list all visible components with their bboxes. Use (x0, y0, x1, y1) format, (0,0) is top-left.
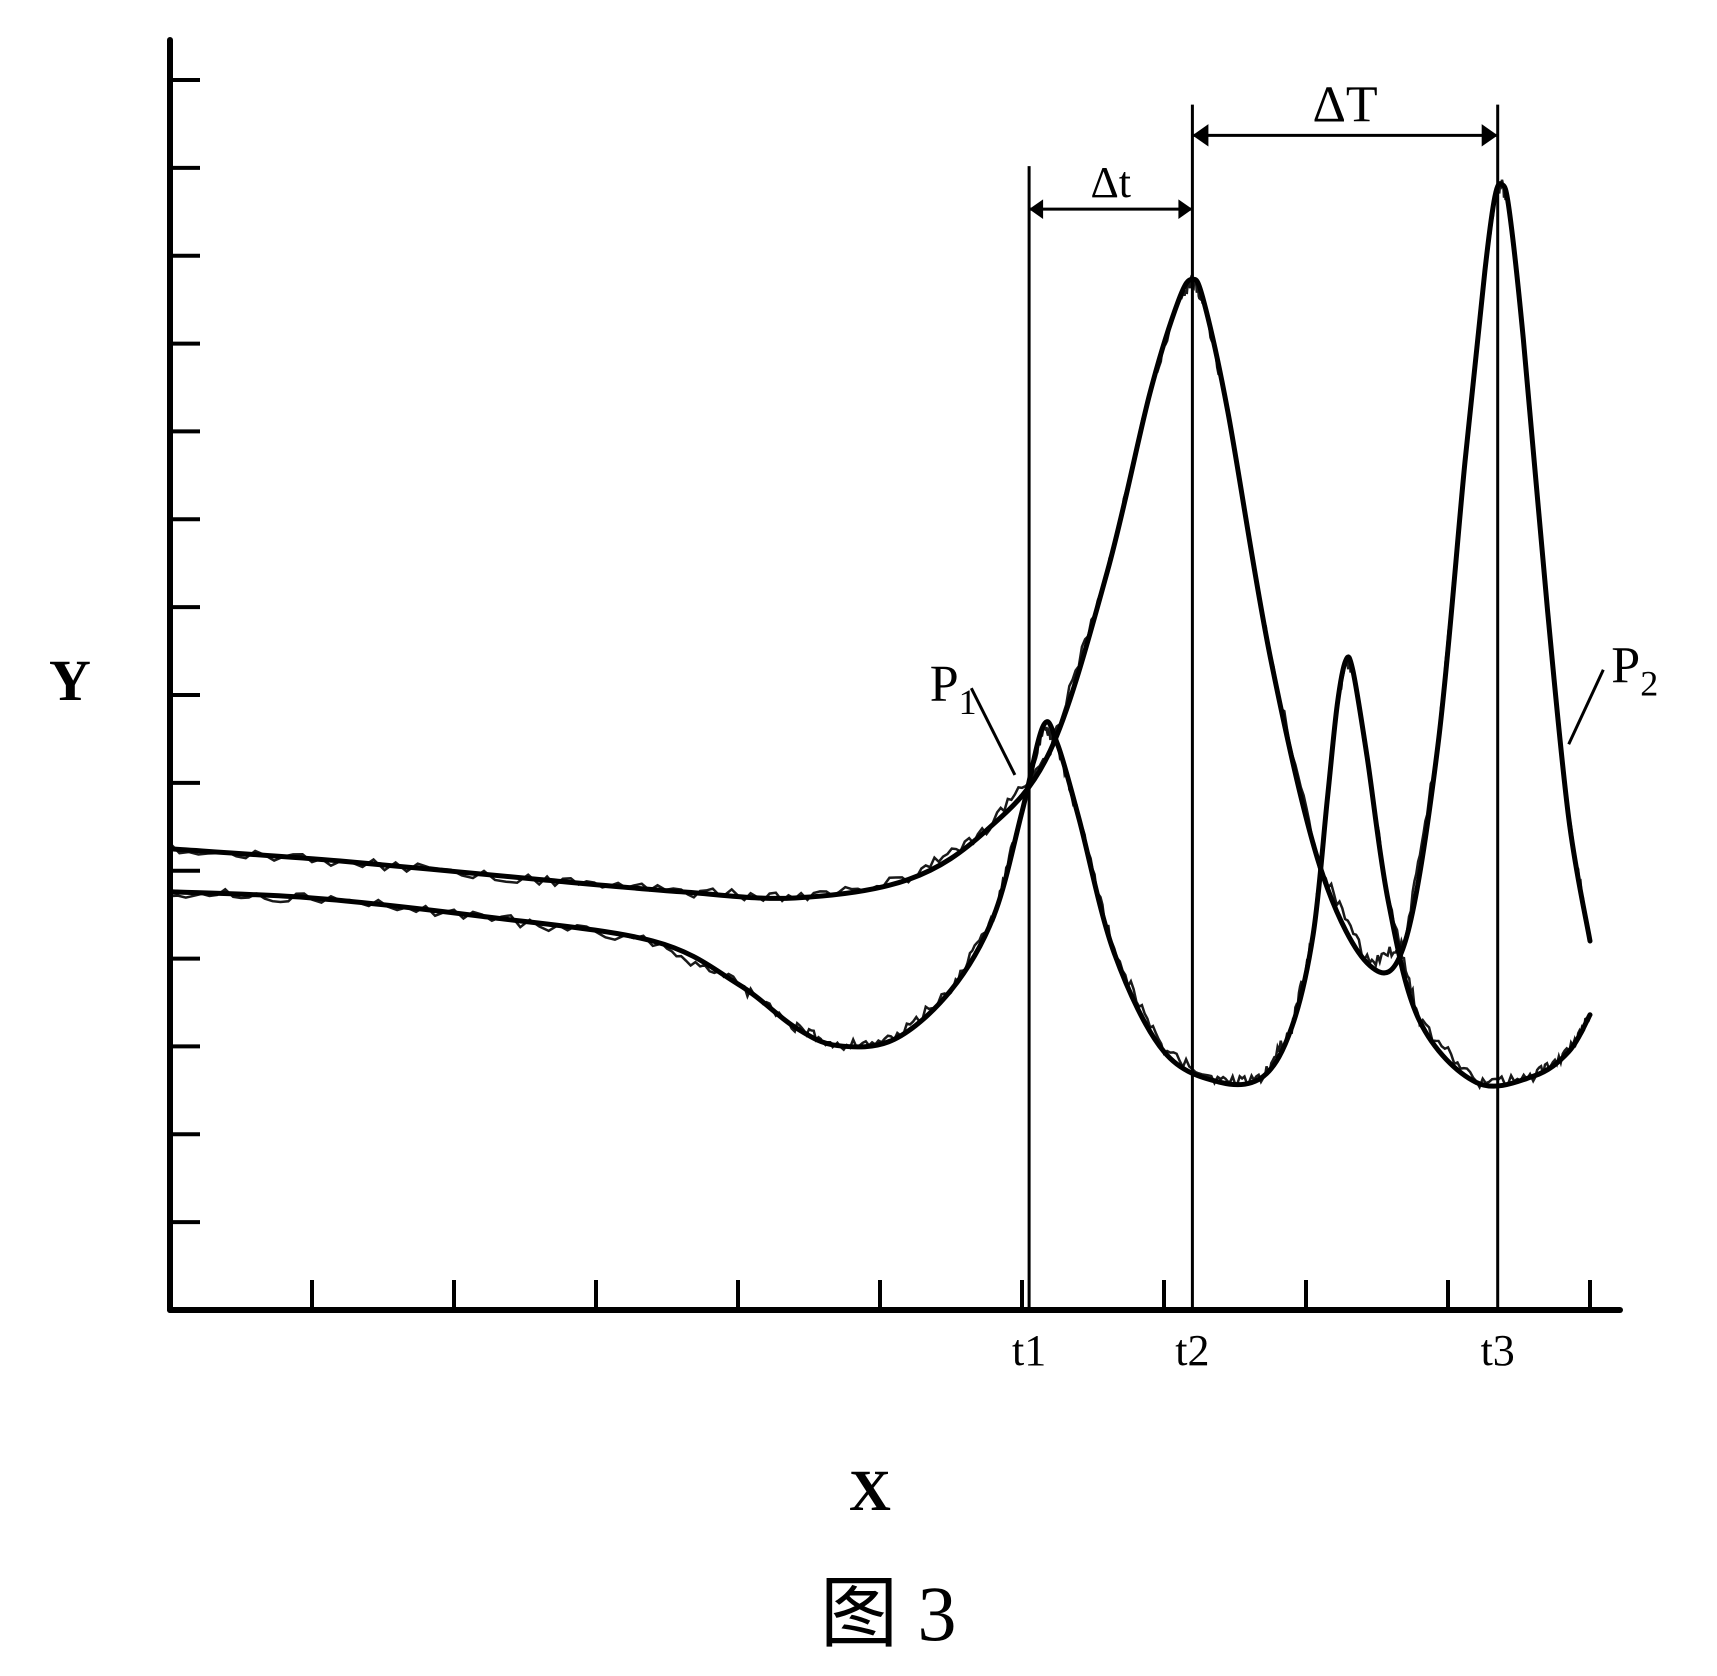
chart-svg: t1t2t3ΔtΔTP1P2XY图 3 (0, 0, 1717, 1676)
vline-label-t2: t2 (1175, 1326, 1209, 1375)
vline-label-t3: t3 (1481, 1326, 1515, 1375)
background (0, 0, 1717, 1676)
chart-container: t1t2t3ΔtΔTP1P2XY图 3 (0, 0, 1717, 1676)
x-axis-label: X (849, 1458, 891, 1523)
delta-T-label: ΔT (1312, 76, 1377, 133)
y-axis-label: Y (49, 648, 91, 713)
delta-t-label: Δt (1090, 158, 1131, 207)
vline-label-t1: t1 (1012, 1326, 1046, 1375)
figure-caption: 图 3 (820, 1570, 957, 1657)
